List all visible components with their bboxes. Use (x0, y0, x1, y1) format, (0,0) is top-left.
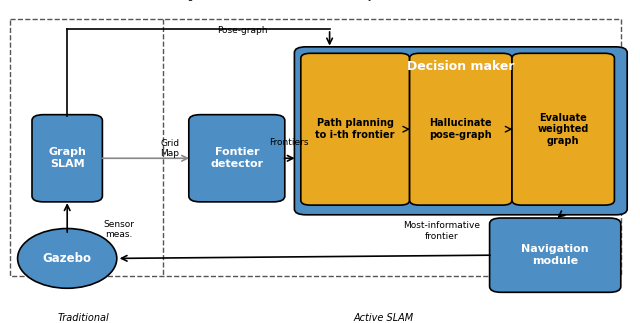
Text: Active SLAM: Active SLAM (354, 313, 414, 323)
Text: Fontier
detector: Fontier detector (210, 148, 264, 169)
FancyBboxPatch shape (512, 53, 614, 205)
Bar (10, 19, 621, 276)
Text: Traditional
SLAM: Traditional SLAM (58, 313, 109, 323)
Text: Hallucinate
pose-graph: Hallucinate pose-graph (429, 119, 492, 140)
Text: Fig. 12: Overview of the Active SLAM system based on th: Fig. 12: Overview of the Active SLAM sys… (180, 0, 460, 1)
Text: Most-informative
frontier: Most-informative frontier (403, 221, 480, 241)
FancyBboxPatch shape (32, 115, 102, 202)
Text: Evaluate
weighted
graph: Evaluate weighted graph (538, 113, 589, 146)
FancyBboxPatch shape (490, 218, 621, 292)
Text: Gazebo: Gazebo (43, 252, 92, 265)
FancyBboxPatch shape (294, 47, 627, 215)
Ellipse shape (18, 229, 117, 288)
FancyBboxPatch shape (189, 115, 285, 202)
Text: Graph
SLAM: Graph SLAM (48, 148, 86, 169)
FancyBboxPatch shape (410, 53, 512, 205)
Text: Grid
Map: Grid Map (160, 139, 179, 158)
Text: Sensor
meas.: Sensor meas. (103, 220, 134, 239)
Text: Frontiers: Frontiers (269, 138, 309, 147)
Text: Pose-graph: Pose-graph (218, 26, 268, 35)
Text: Decision maker: Decision maker (407, 60, 515, 73)
Text: Path planning
to i-th frontier: Path planning to i-th frontier (316, 119, 395, 140)
Text: Navigation
module: Navigation module (522, 245, 589, 266)
FancyBboxPatch shape (301, 53, 410, 205)
